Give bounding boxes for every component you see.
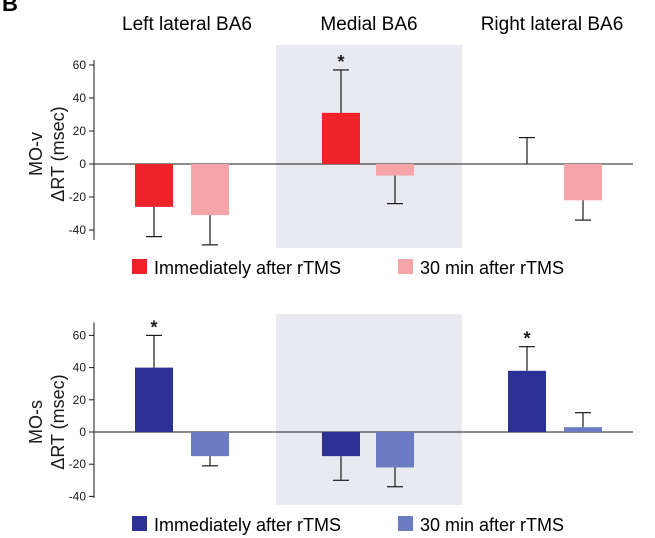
bar-bottom-s0-c1 <box>322 432 360 457</box>
bar-top-s1-c0 <box>191 164 229 216</box>
y-tick-label: 40 <box>73 361 87 375</box>
bar-bottom-s1-c0 <box>191 432 229 457</box>
y-tick-label: 20 <box>73 393 87 407</box>
y-tick-label: 0 <box>79 157 86 171</box>
y-tick-label: 20 <box>73 124 87 138</box>
bottom-legend: Immediately after rTMS 30 min after rTMS <box>132 515 564 535</box>
bar-top-s1-c2 <box>564 164 602 201</box>
y-tick-label: -40 <box>69 489 87 503</box>
significance-star: * <box>523 329 530 349</box>
top-legend: Immediately after rTMS 30 min after rTMS <box>132 258 564 278</box>
row-label: MO-v <box>26 132 46 176</box>
bar-top-s0-c1 <box>322 112 360 164</box>
significance-star: * <box>337 52 344 72</box>
column-header-left: Left lateral BA6 <box>122 14 252 35</box>
bar-top-s0-c0 <box>135 164 173 207</box>
y-tick-label: -20 <box>69 190 87 204</box>
y-tick-label: 0 <box>79 425 86 439</box>
row-label: MO-s <box>26 400 46 444</box>
column-header-medial: Medial BA6 <box>320 14 417 35</box>
bar-bottom-s0-c2 <box>508 370 546 432</box>
bottom-panel: -40 -20 0 20 40 60 MO-s ΔRT (msec) * * <box>26 314 633 505</box>
y-axis-label: ΔRT (msec) <box>48 374 68 469</box>
legend-swatch-top-30min <box>398 259 413 274</box>
legend-label-bottom-30min: 30 min after rTMS <box>420 515 564 535</box>
y-axis-label: ΔRT (msec) <box>48 106 68 201</box>
legend-swatch-top-immediate <box>132 259 147 274</box>
significance-star: * <box>150 317 157 337</box>
legend-label-top-immediate: Immediately after rTMS <box>154 258 341 278</box>
legend-swatch-bottom-30min <box>398 516 413 531</box>
medial-shade <box>276 45 462 248</box>
medial-shade <box>276 314 462 505</box>
legend-label-bottom-immediate: Immediately after rTMS <box>154 515 341 535</box>
y-tick-label: -40 <box>69 223 87 237</box>
top-panel: -40 -20 0 20 40 60 MO-v ΔRT (msec) * <box>26 45 633 248</box>
y-tick-label: 60 <box>73 58 87 72</box>
column-header-right: Right lateral BA6 <box>481 14 624 35</box>
bar-bottom-s1-c2 <box>564 427 602 432</box>
bar-bottom-s0-c0 <box>135 367 173 432</box>
bar-bottom-s1-c1 <box>376 432 414 468</box>
y-tick-label: 60 <box>73 328 87 342</box>
legend-swatch-bottom-immediate <box>132 516 147 531</box>
legend-label-top-30min: 30 min after rTMS <box>420 258 564 278</box>
panel-letter: B <box>2 0 18 16</box>
y-tick-label: -20 <box>69 457 87 471</box>
bar-top-s1-c1 <box>376 164 414 176</box>
y-tick-label: 40 <box>73 91 87 105</box>
